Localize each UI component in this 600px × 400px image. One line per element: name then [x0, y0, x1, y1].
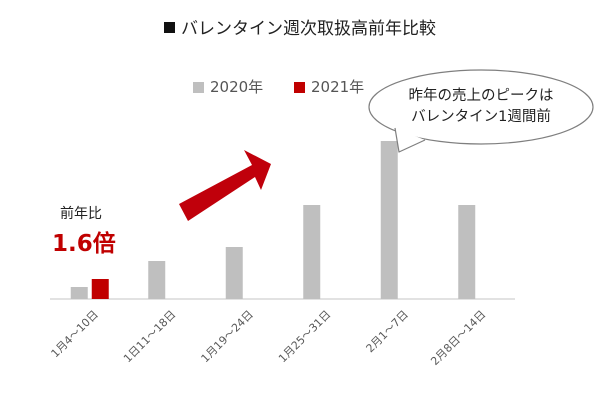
bar-2021-1 — [91, 279, 109, 299]
x-tick-label-3: 1月19～24日 — [199, 308, 256, 365]
callout-tail — [394, 127, 426, 153]
chart-title: バレンタイン週次取扱高前年比較 — [181, 19, 436, 39]
legend-swatch-2020 — [193, 82, 204, 93]
bar-2020-6 — [458, 205, 476, 299]
callout-line-1: 昨年の売上のピークは — [408, 88, 554, 104]
bar-2020-5 — [380, 141, 398, 299]
callout-ellipse — [368, 69, 594, 145]
legend-swatch-2021 — [294, 82, 305, 93]
x-tick-label-2: 1日11～18日 — [121, 308, 178, 365]
yoy-ratio-label: 前年比 — [60, 206, 102, 222]
callout-line-2: バレンタイン1週間前 — [411, 109, 551, 125]
growth-arrow-icon — [179, 150, 271, 221]
callout-bubble — [368, 69, 594, 145]
callout-text: 昨年の売上のピークは バレンタイン1週間前 — [376, 86, 586, 128]
x-tick-label-5: 2月1～7日 — [363, 308, 410, 355]
legend-item-2021: 2021年 — [294, 76, 364, 97]
legend-label-2021: 2021年 — [311, 78, 365, 96]
chart-title-row: バレンタイン週次取扱高前年比較 — [0, 14, 600, 39]
yoy-ratio-value: 1.6倍 — [52, 231, 116, 257]
legend-item-2020: 2020年 — [193, 76, 263, 97]
bar-2020-4 — [303, 205, 321, 299]
legend-label-2020: 2020年 — [210, 78, 264, 96]
x-tick-label-1: 1月4～10日 — [49, 308, 101, 360]
x-tick-label-6: 2月8日～14日 — [428, 308, 488, 368]
bar-2020-1 — [70, 287, 88, 299]
square-bullet-icon — [164, 22, 175, 33]
x-tick-label-4: 1月25～31日 — [276, 308, 333, 365]
bar-2020-3 — [225, 247, 243, 299]
bar-2020-2 — [148, 261, 166, 299]
